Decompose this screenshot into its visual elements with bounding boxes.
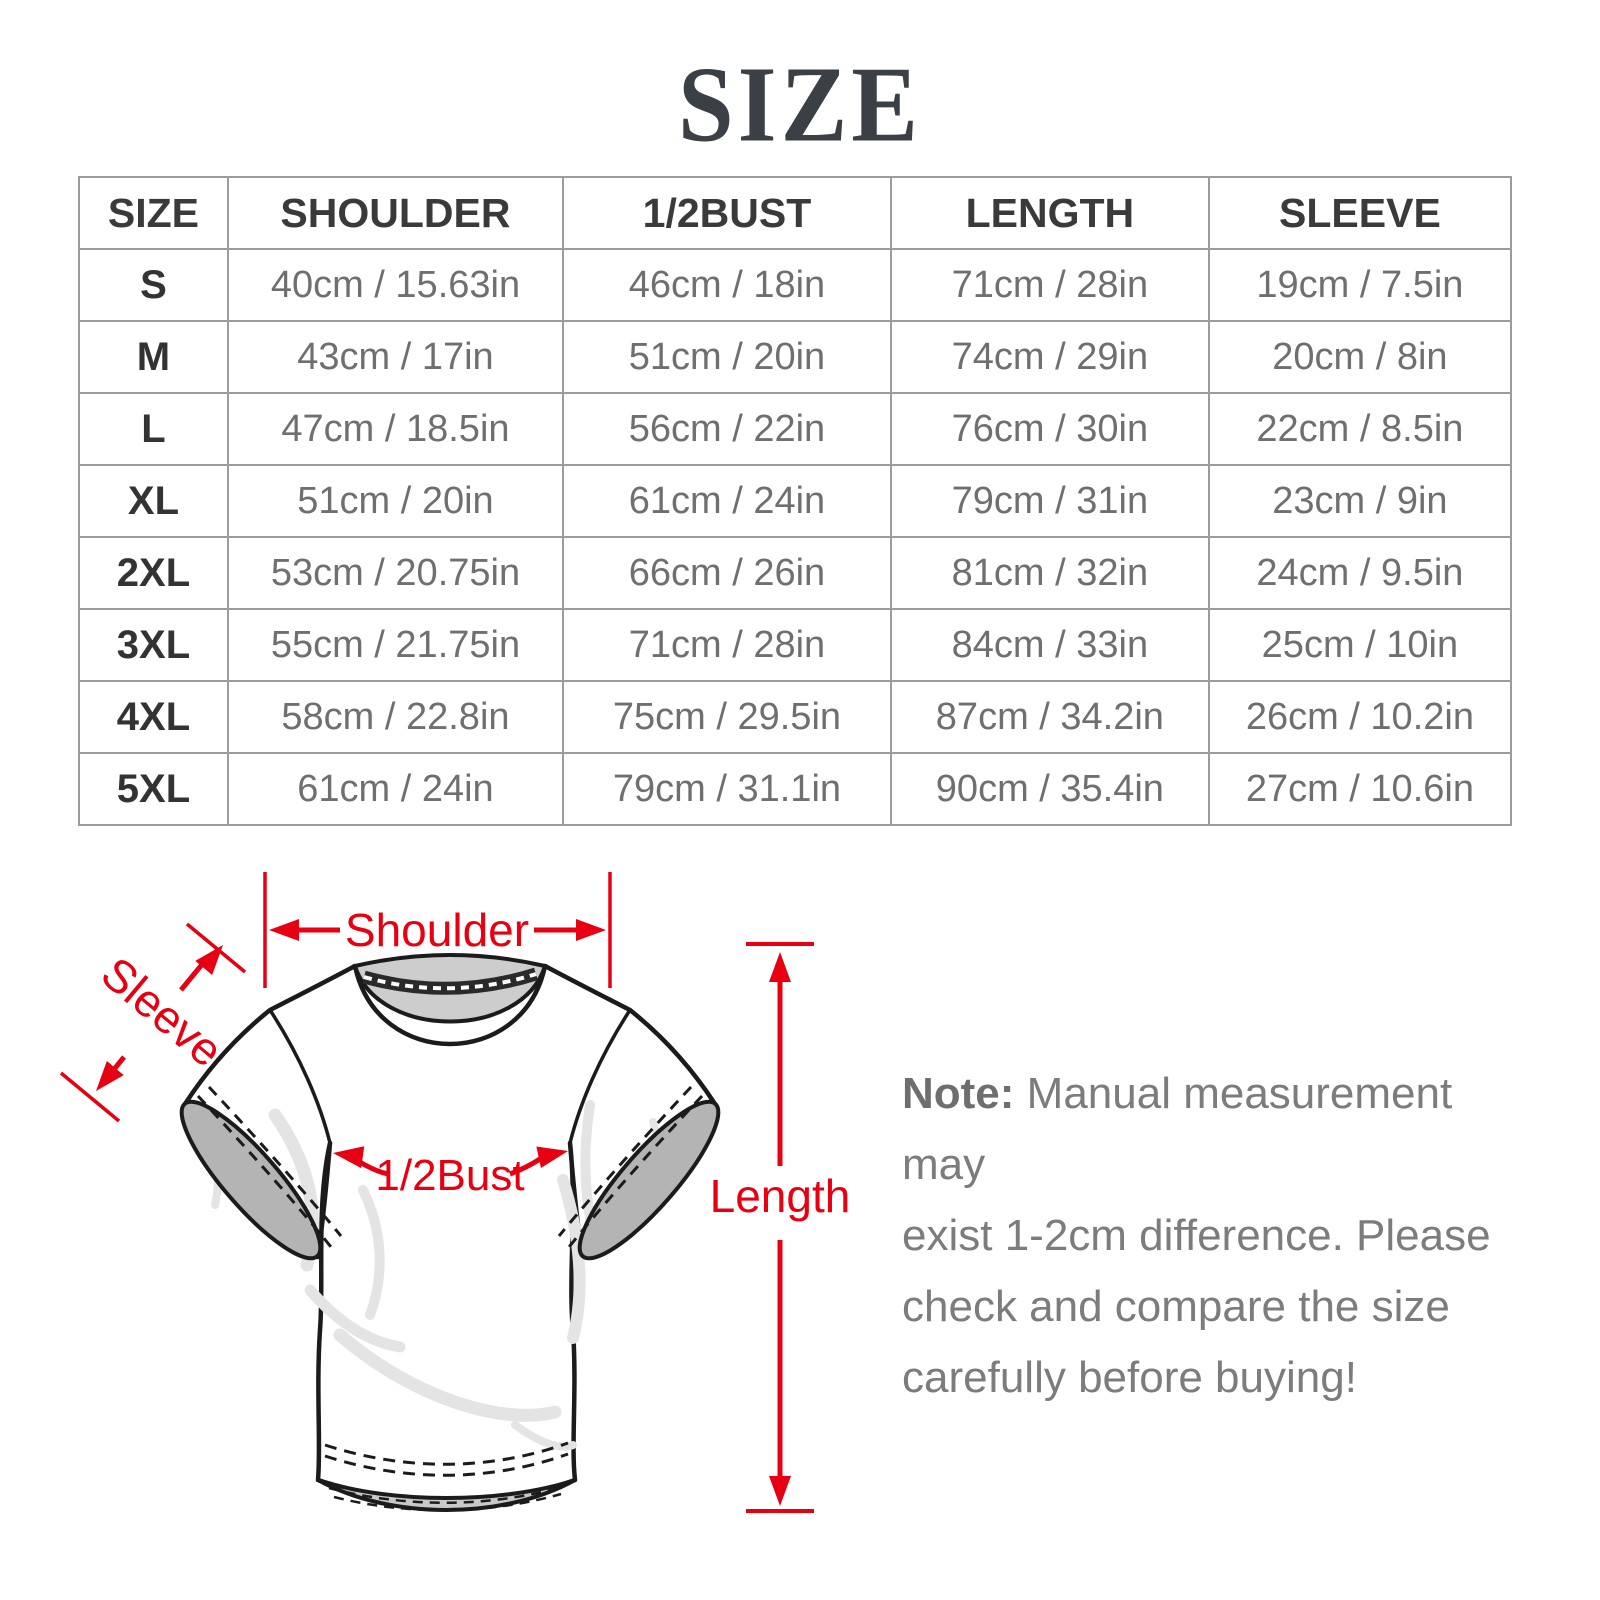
- length-value: 87cm / 34.2in: [889, 680, 1210, 754]
- table-row: S 40cm / 15.63in 46cm / 18in 71cm / 28in…: [78, 248, 1513, 322]
- shoulder-annotation: Shoulder: [263, 872, 612, 988]
- table-row: 3XL 55cm / 21.75in 71cm / 28in 84cm / 33…: [78, 608, 1513, 682]
- length-annotation: Length: [710, 942, 850, 1513]
- right-cuff-opening: [577, 1099, 721, 1261]
- size-label: S: [78, 248, 229, 322]
- bust-value: 61cm / 24in: [562, 464, 892, 538]
- sleeve-value: 26cm / 10.2in: [1207, 680, 1513, 754]
- length-value: 71cm / 28in: [889, 248, 1210, 322]
- cuff-stitching: [196, 1085, 704, 1248]
- table-row: XL 51cm / 20in 61cm / 24in 79cm / 31in 2…: [78, 464, 1513, 538]
- measurement-note: Note: Manual measurement may exist 1-2cm…: [902, 1058, 1527, 1413]
- sleeve-up-arrowhead: [195, 945, 223, 976]
- hem-stitching: [324, 1441, 569, 1512]
- size-label: 2XL: [78, 536, 229, 610]
- length-label: Length: [710, 1170, 850, 1222]
- sleeve-value: 25cm / 10in: [1207, 608, 1513, 682]
- table-row: L 47cm / 18.5in 56cm / 22in 76cm / 30in …: [78, 392, 1513, 466]
- length-value: 74cm / 29in: [889, 320, 1210, 394]
- shoulder-left-arrowhead: [269, 919, 299, 941]
- shoulder-value: 47cm / 18.5in: [226, 392, 565, 466]
- column-header-length: LENGTH: [889, 176, 1210, 250]
- shoulder-value: 58cm / 22.8in: [226, 680, 565, 754]
- bust-value: 46cm / 18in: [562, 248, 892, 322]
- column-header-sleeve: SLEEVE: [1207, 176, 1513, 250]
- bust-value: 51cm / 20in: [562, 320, 892, 394]
- column-header-size: SIZE: [78, 176, 229, 250]
- table-row: 5XL 61cm / 24in 79cm / 31.1in 90cm / 35.…: [78, 752, 1513, 826]
- size-label: 3XL: [78, 608, 229, 682]
- shoulder-value: 53cm / 20.75in: [226, 536, 565, 610]
- note-line2: exist 1-2cm difference. Please: [902, 1211, 1491, 1260]
- sleeve-value: 20cm / 8in: [1207, 320, 1513, 394]
- collar-band-zigzag: [363, 972, 537, 991]
- length-value: 90cm / 35.4in: [889, 752, 1210, 826]
- length-value: 84cm / 33in: [889, 608, 1210, 682]
- shoulder-value: 51cm / 20in: [226, 464, 565, 538]
- note-line4: carefully before buying!: [902, 1353, 1357, 1402]
- page-title: SIZE: [678, 44, 922, 165]
- column-header-bust: 1/2BUST: [562, 176, 892, 250]
- note-line3: check and compare the size: [902, 1282, 1450, 1331]
- sleeve-value: 27cm / 10.6in: [1207, 752, 1513, 826]
- bust-value: 79cm / 31.1in: [562, 752, 892, 826]
- bust-right-arrowhead: [536, 1146, 568, 1168]
- sleeve-bottom-cap: [60, 1071, 121, 1123]
- table-header-row: SIZE SHOULDER 1/2BUST LENGTH SLEEVE: [78, 176, 1513, 250]
- bust-label: 1/2Bust: [375, 1151, 524, 1200]
- length-up-arrowhead: [769, 952, 791, 982]
- note-label: Note:: [902, 1069, 1015, 1118]
- length-value: 81cm / 32in: [889, 536, 1210, 610]
- size-label: M: [78, 320, 229, 394]
- table-row: 2XL 53cm / 20.75in 66cm / 26in 81cm / 32…: [78, 536, 1513, 610]
- size-label: 5XL: [78, 752, 229, 826]
- bust-value: 56cm / 22in: [562, 392, 892, 466]
- length-value: 76cm / 30in: [889, 392, 1210, 466]
- hem-underside: [317, 1478, 576, 1512]
- shoulder-value: 61cm / 24in: [226, 752, 565, 826]
- size-table: SIZE SHOULDER 1/2BUST LENGTH SLEEVE S 40…: [78, 176, 1513, 826]
- tshirt-drawing: [179, 953, 721, 1512]
- bust-value: 71cm / 28in: [562, 608, 892, 682]
- size-label: L: [78, 392, 229, 466]
- size-label: 4XL: [78, 680, 229, 754]
- shoulder-value: 40cm / 15.63in: [226, 248, 565, 322]
- length-down-arrowhead: [769, 1476, 791, 1506]
- sleeve-value: 23cm / 9in: [1207, 464, 1513, 538]
- shoulder-value: 55cm / 21.75in: [226, 608, 565, 682]
- sleeve-value: 24cm / 9.5in: [1207, 536, 1513, 610]
- left-armhole-seam: [268, 1009, 332, 1144]
- left-cuff-opening: [179, 1099, 323, 1261]
- bust-left-arrowhead: [333, 1146, 365, 1169]
- bust-value: 66cm / 26in: [562, 536, 892, 610]
- bust-value: 75cm / 29.5in: [562, 680, 892, 754]
- table-row: 4XL 58cm / 22.8in 75cm / 29.5in 87cm / 3…: [78, 680, 1513, 754]
- sleeve-top-cap: [185, 922, 247, 974]
- note-line1: Manual measurement may: [902, 1069, 1453, 1189]
- wrinkle-shadows: [203, 1100, 667, 1451]
- sleeve-value: 22cm / 8.5in: [1207, 392, 1513, 466]
- right-armhole-seam: [568, 1009, 632, 1144]
- length-value: 79cm / 31in: [889, 464, 1210, 538]
- bust-annotation: 1/2Bust: [333, 1146, 568, 1200]
- tshirt-measurement-diagram: Shoulder Sleeve 1/2Bust: [60, 872, 850, 1513]
- column-header-shoulder: SHOULDER: [226, 176, 565, 250]
- shoulder-right-arrowhead: [576, 919, 606, 941]
- size-label: XL: [78, 464, 229, 538]
- shoulder-label: Shoulder: [345, 904, 529, 956]
- table-row: M 43cm / 17in 51cm / 20in 74cm / 29in 20…: [78, 320, 1513, 394]
- sleeve-value: 19cm / 7.5in: [1207, 248, 1513, 322]
- shoulder-value: 43cm / 17in: [226, 320, 565, 394]
